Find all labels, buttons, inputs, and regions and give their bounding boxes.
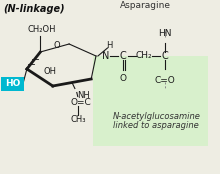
Text: N: N [102,51,109,61]
Text: linked to asparagine: linked to asparagine [113,121,199,130]
FancyBboxPatch shape [93,56,208,146]
Text: OH: OH [44,67,57,76]
Text: O: O [119,74,126,83]
Text: HN: HN [158,29,172,38]
Text: NH: NH [77,90,90,100]
Text: N-acetylglucosamine: N-acetylglucosamine [113,112,201,121]
Text: CH₂: CH₂ [136,52,152,61]
Text: C: C [162,51,169,61]
Text: O=C: O=C [70,98,91,107]
FancyBboxPatch shape [2,77,24,90]
Text: CH₃: CH₃ [71,116,86,125]
Text: C: C [119,51,126,61]
Text: CH₂OH: CH₂OH [28,25,57,34]
Text: Asparagine: Asparagine [120,1,171,10]
Text: C=O: C=O [155,76,176,85]
Text: O: O [53,42,60,50]
Text: (N-linkage): (N-linkage) [3,4,64,14]
Text: HO: HO [5,79,20,88]
Text: H: H [106,42,113,50]
